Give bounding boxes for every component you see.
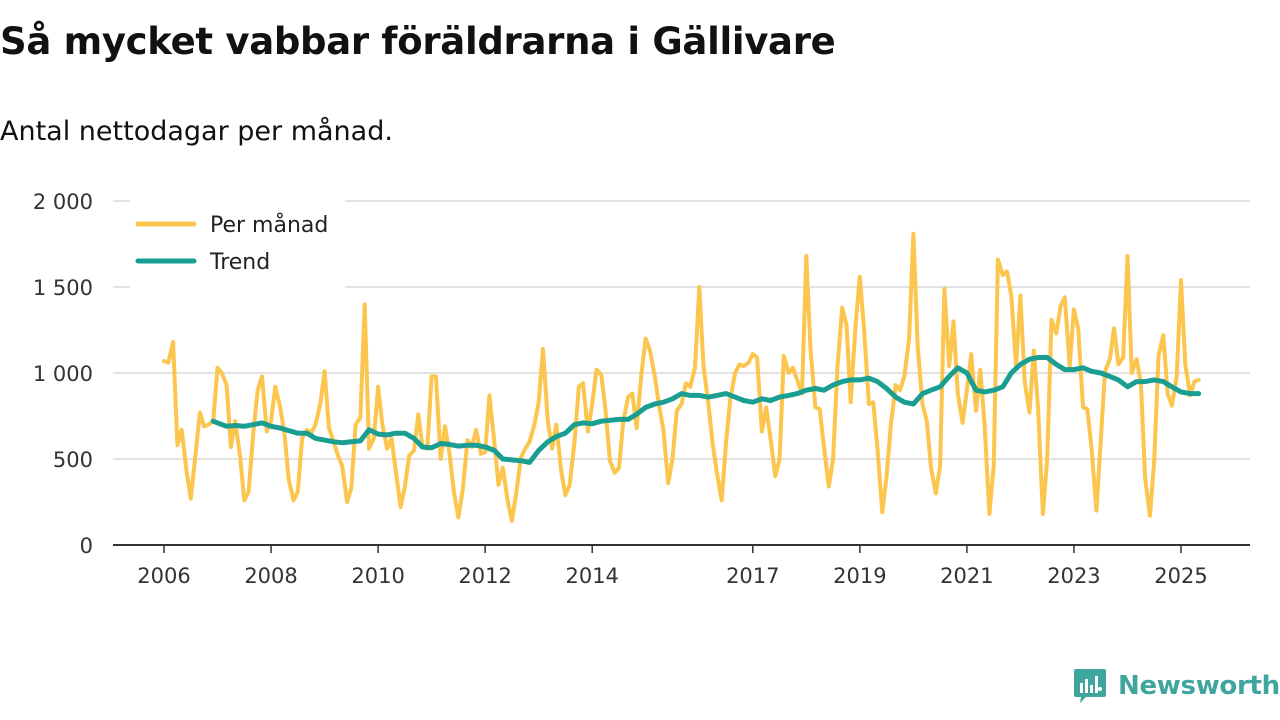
x-tick-label: 2017: [726, 564, 779, 588]
brand-name: Newsworthy: [1118, 671, 1280, 701]
series-line-per-manad: [162, 231, 1201, 523]
series-line-trend: [210, 355, 1202, 465]
x-tick-label: 2021: [940, 564, 993, 588]
legend-label-trend: Trend: [209, 250, 270, 275]
x-tick-label: 2012: [458, 564, 511, 588]
x-tick-label: 2006: [137, 564, 190, 588]
legend-background: [130, 200, 345, 288]
x-tick-label: 2025: [1154, 564, 1207, 588]
y-tick-label: 500: [53, 448, 93, 472]
x-axis: 2006 2008 2010 2012 2014 2017 2019 2021 2023 2025: [113, 544, 1250, 588]
chart-title: Så mycket vabbar föräldrarna i Gällivare: [0, 20, 836, 63]
y-tick-label: 0: [80, 534, 93, 558]
x-tick-label: 2023: [1047, 564, 1100, 588]
y-tick-label: 1 000: [33, 362, 93, 386]
newsworthy-logo-icon: [1074, 669, 1106, 703]
y-axis-ticks: 0 500 1 000 1 500 2 000: [33, 190, 93, 558]
legend-label-per-manad: Per månad: [210, 212, 328, 238]
x-tick-label: 2014: [565, 564, 618, 588]
x-tick-label: 2008: [244, 564, 297, 588]
x-tick-label: 2019: [833, 564, 886, 588]
series-lines: [162, 231, 1202, 523]
x-tick-label: 2010: [351, 564, 404, 588]
chart-subtitle: Antal nettodagar per månad.: [0, 116, 393, 147]
y-tick-label: 2 000: [33, 190, 93, 214]
y-tick-label: 1 500: [33, 276, 93, 300]
legend: Per månad Trend: [130, 200, 345, 288]
brand-logo[interactable]: Newsworthy: [1072, 666, 1280, 706]
